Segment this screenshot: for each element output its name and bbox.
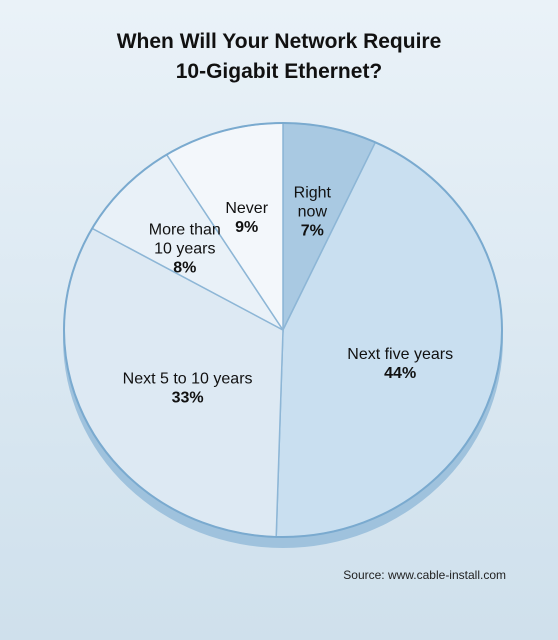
slice-label-4-0: Never [225,200,268,217]
slice-label-2-0: Next 5 to 10 years [123,370,253,387]
slice-label-0-1: now [298,204,328,221]
slice-label-0-0: Right [294,185,332,202]
slice-label-3-0: More than [149,221,221,238]
source-note: Source: www.cable-install.com [343,568,506,582]
chart-title-line-1: When Will Your Network Require [116,30,442,53]
slice-value-0: 7% [301,223,324,240]
chart-title-line-2: 10-Gigabit Ethernet? [175,60,383,83]
slice-label-3-1: 10 years [154,240,215,257]
slice-value-2: 33% [172,389,204,406]
chart-title: When Will Your Network Require 10-Gigabi… [0,27,558,87]
slice-value-4: 9% [235,219,258,236]
slice-value-1: 44% [384,365,416,382]
slice-label-1-0: Next five years [347,346,453,363]
pie-rim [63,122,503,538]
slice-value-3: 8% [173,259,196,276]
